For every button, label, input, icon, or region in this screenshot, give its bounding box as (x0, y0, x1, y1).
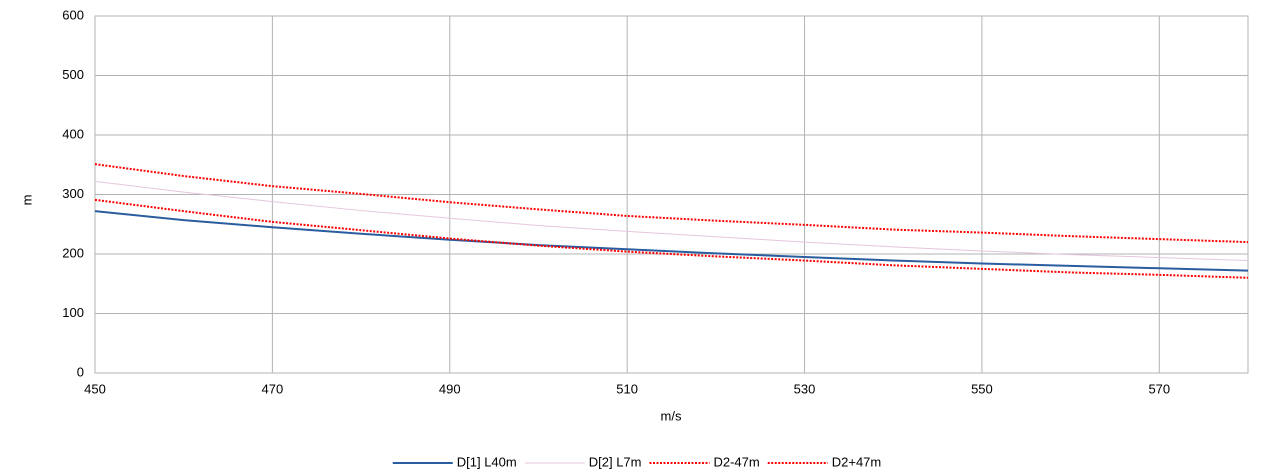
x-tick-label: 530 (794, 381, 816, 396)
series-line (94, 180, 1249, 262)
y-tick-label: 500 (62, 67, 84, 82)
legend-label: D2-47m (713, 454, 759, 469)
legend-label: D[2] L7m (589, 454, 642, 469)
y-axis-label: m (19, 195, 34, 206)
x-axis-label: m/s (661, 408, 682, 423)
x-tick-label: 510 (616, 381, 638, 396)
y-tick-label: 400 (62, 126, 84, 141)
y-tick-label: 600 (62, 7, 84, 22)
x-tick-label: 490 (439, 381, 461, 396)
x-tick-label: 570 (1148, 381, 1170, 396)
x-tick-label: 450 (84, 381, 106, 396)
y-tick-label: 0 (77, 364, 84, 379)
x-tick-label: 470 (262, 381, 284, 396)
y-tick-label: 300 (62, 186, 84, 201)
legend-label: D[1] L40m (457, 454, 517, 469)
legend-label: D2+47m (832, 454, 882, 469)
y-tick-label: 100 (62, 305, 84, 320)
x-tick-label: 550 (971, 381, 993, 396)
series-line (94, 198, 1249, 279)
y-tick-label: 200 (62, 245, 84, 260)
series-line (94, 210, 1249, 272)
series-line (94, 163, 1249, 244)
